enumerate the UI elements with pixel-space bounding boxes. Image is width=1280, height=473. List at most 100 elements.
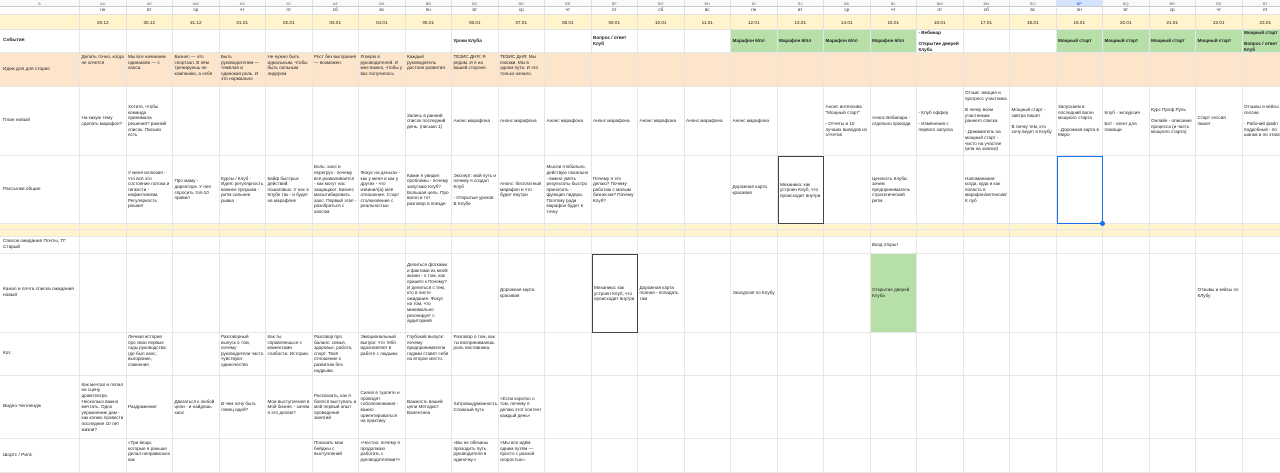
cell-shorts[interactable]: «Мы все идём одним путём — просто с разн… — [498, 439, 545, 473]
cell-stories[interactable] — [824, 53, 871, 87]
cell-shorts[interactable] — [731, 439, 778, 473]
cell-waitlist[interactable] — [731, 237, 778, 254]
cell-mailings[interactable] — [1056, 156, 1103, 224]
cell-stories[interactable]: Мы все начинаем одинаково — с хаоса. — [126, 53, 173, 87]
row-label-stories[interactable]: Идеи для для сторис — [0, 53, 80, 87]
cell-waitlist[interactable] — [1103, 237, 1150, 254]
date-cell[interactable]: 09.01 — [591, 15, 638, 30]
cell-channel[interactable] — [359, 254, 406, 333]
cell-events[interactable] — [545, 30, 592, 53]
cell-shorts[interactable] — [1242, 439, 1280, 473]
cell-video[interactable]: Хитровыдуманность. Сложный путь — [452, 376, 499, 439]
cell-mailings[interactable] — [1149, 156, 1196, 224]
column-header[interactable]: BO — [1010, 0, 1057, 7]
cell-events[interactable] — [405, 30, 452, 53]
date-cell[interactable]: 23.01 — [1242, 15, 1280, 30]
cell-shorts[interactable] — [1010, 439, 1057, 473]
date-cell[interactable]: 17.01 — [963, 15, 1010, 30]
cell-mailings[interactable]: Мысли глобально, действую локально - важ… — [545, 156, 592, 224]
cell-kot[interactable] — [80, 333, 127, 376]
cell-plan[interactable] — [173, 87, 220, 156]
cell-video[interactable] — [684, 376, 731, 439]
cell-channel[interactable] — [1010, 254, 1057, 333]
cell-video[interactable] — [777, 376, 824, 439]
cell-channel[interactable] — [126, 254, 173, 333]
cell-mailings[interactable] — [824, 156, 871, 224]
row-label-mailings[interactable]: Рассылки общие — [0, 156, 80, 224]
cell-video[interactable] — [1056, 376, 1103, 439]
cell-mailings[interactable] — [1010, 156, 1057, 224]
column-header[interactable]: AX — [219, 0, 266, 7]
cell-waitlist[interactable] — [266, 237, 313, 254]
date-cell[interactable]: 31.12 — [173, 15, 220, 30]
cell-kot[interactable] — [1149, 333, 1196, 376]
cell-events[interactable] — [498, 30, 545, 53]
cell-shorts[interactable] — [1103, 439, 1150, 473]
cell-plan[interactable]: Анонс марафона — [498, 87, 545, 156]
cell-mailings[interactable]: Курсы / Клуб - Идея: регулярность важнее… — [219, 156, 266, 224]
cell-events[interactable]: Марафон 6/пл — [777, 30, 824, 53]
cell-empty[interactable] — [1242, 230, 1280, 237]
row-label-video[interactable]: Видео Челлендж — [0, 376, 80, 439]
cell-video[interactable]: Силеп в туалете и проводят соболезновани… — [359, 376, 406, 439]
cell-video[interactable] — [824, 376, 871, 439]
cell-plan[interactable]: Отзывы и кейсы по сессии - Рабочий файл … — [1242, 87, 1280, 156]
cell-kot[interactable] — [591, 333, 638, 376]
row-label-empty[interactable] — [0, 230, 80, 237]
cell-stories[interactable] — [1196, 53, 1243, 87]
cell-empty[interactable] — [824, 230, 871, 237]
cell-video[interactable] — [545, 376, 592, 439]
cell-empty[interactable] — [684, 224, 731, 230]
cell-video[interactable] — [870, 376, 917, 439]
cell-stories[interactable]: Не нужно быть идеальным, чтобы быть силь… — [266, 53, 313, 87]
cell-stories[interactable]: ТЕЗИС ДНЯ: Я рядом. И я на вашей стороне… — [452, 53, 499, 87]
cell-channel[interactable] — [1242, 254, 1280, 333]
cell-channel[interactable] — [266, 254, 313, 333]
cell-video[interactable] — [731, 376, 778, 439]
row-label-plan[interactable]: План новый — [0, 87, 80, 156]
cell-kot[interactable]: Как ты справляешься с моментами слабости… — [266, 333, 313, 376]
cell-events[interactable] — [80, 30, 127, 53]
cell-kot[interactable] — [638, 333, 685, 376]
cell-plan[interactable]: Курс Проф Руль Онлайн - описание процесс… — [1149, 87, 1196, 156]
cell-events[interactable] — [638, 30, 685, 53]
cell-stories[interactable] — [917, 53, 964, 87]
cell-empty[interactable] — [870, 230, 917, 237]
date-cell[interactable]: 02.01 — [266, 15, 313, 30]
cell-mailings[interactable]: Дорожная карта красивая — [731, 156, 778, 224]
date-cell[interactable]: 22.01 — [1196, 15, 1243, 30]
cell-empty[interactable] — [1010, 230, 1057, 237]
cell-empty[interactable] — [731, 224, 778, 230]
cell-kot[interactable] — [1196, 333, 1243, 376]
cell-channel[interactable] — [80, 254, 127, 333]
cell-empty[interactable] — [359, 230, 406, 237]
cell-plan[interactable]: Анонс марафона — [731, 87, 778, 156]
cell-waitlist[interactable] — [1056, 237, 1103, 254]
cell-stories[interactable] — [591, 53, 638, 87]
cell-empty[interactable] — [1242, 224, 1280, 230]
cell-waitlist[interactable] — [591, 237, 638, 254]
cell-shorts[interactable]: Показать мои бейджы с выступлений — [312, 439, 359, 473]
cell-empty[interactable] — [917, 224, 964, 230]
cell-plan[interactable]: Мощный старт - завтра пишет В личку тем,… — [1010, 87, 1057, 156]
cell-plan[interactable]: Старт сессия пишет — [1196, 87, 1243, 156]
cell-waitlist[interactable] — [173, 237, 220, 254]
column-header[interactable]: AZ — [312, 0, 359, 7]
cell-channel[interactable] — [545, 254, 592, 333]
cell-channel[interactable] — [452, 254, 499, 333]
weekday-cell[interactable]: пт — [591, 7, 638, 15]
cell-kot[interactable]: Личная история про свои первые годы руко… — [126, 333, 173, 376]
cell-stories[interactable]: Делать точно, когда не хочется — [80, 53, 127, 87]
weekday-cell[interactable]: вс — [359, 7, 406, 15]
cell-channel[interactable]: Отзывы и кейсы по КЛубу — [1196, 254, 1243, 333]
cell-video[interactable] — [638, 376, 685, 439]
cell-channel[interactable] — [312, 254, 359, 333]
cell-empty[interactable] — [963, 230, 1010, 237]
cell-waitlist[interactable] — [312, 237, 359, 254]
cell-kot[interactable]: Разговор о том, как ты воспринимаешь рол… — [452, 333, 499, 376]
cell-kot[interactable] — [1056, 333, 1103, 376]
cell-shorts[interactable] — [1149, 439, 1196, 473]
cell-mailings[interactable] — [1196, 156, 1243, 224]
weekday-cell[interactable]: пн — [80, 7, 127, 15]
cell-stories[interactable] — [1242, 53, 1280, 87]
